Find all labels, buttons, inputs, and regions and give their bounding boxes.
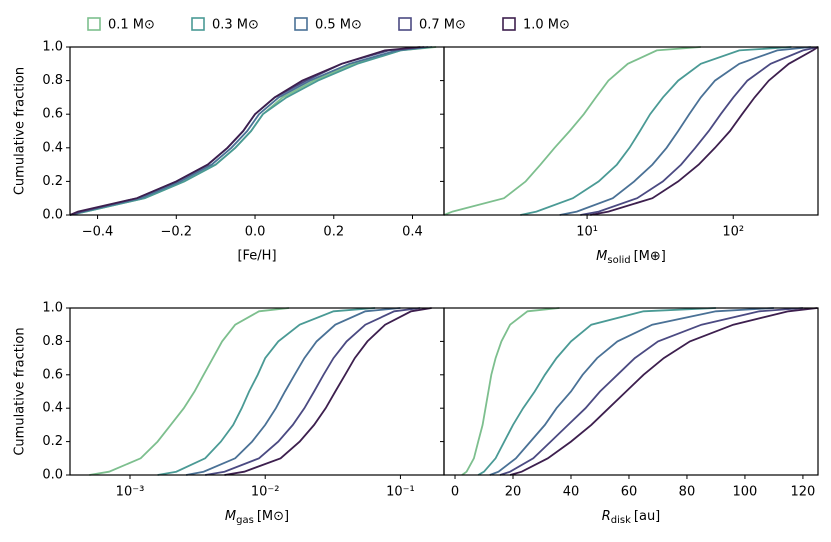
- label-symbol: R: [602, 509, 611, 524]
- label-subscript: gas: [236, 515, 254, 526]
- y-tick-label: 0.8: [42, 73, 63, 88]
- cdf-line: [69, 46, 429, 216]
- x-tick-label: 20: [505, 485, 522, 500]
- x-axis-label: [Fe/H]: [237, 249, 276, 264]
- cdf-line: [224, 307, 432, 476]
- cdf-line: [559, 46, 811, 216]
- cdf-line: [499, 307, 803, 476]
- x-tick-label: 10¹: [576, 225, 598, 240]
- y-axis-label: Cumulative fraction: [13, 67, 28, 195]
- cdf-line: [443, 46, 701, 216]
- axes-frame: [69, 46, 445, 216]
- y-tick-label: 0.4: [42, 401, 63, 416]
- y-tick-label: 0.2: [42, 174, 63, 189]
- legend-swatch: [398, 17, 412, 31]
- legend-label: 0.1 M⊙: [108, 18, 155, 33]
- y-tick-label: 0.6: [42, 367, 63, 382]
- cdf-line: [580, 46, 819, 216]
- label-symbol: M: [596, 249, 607, 264]
- legend-label: 0.5 M⊙: [315, 18, 362, 33]
- x-tick-label: 40: [563, 485, 580, 500]
- cdf-line: [477, 307, 716, 476]
- axes-frame: [443, 46, 819, 216]
- x-tick-label: 0.0: [245, 225, 266, 240]
- cdf-line: [520, 46, 792, 216]
- cdf-line: [489, 307, 774, 476]
- label-unit: [M⊙]: [257, 509, 289, 524]
- x-tick-label: −0.2: [161, 225, 193, 240]
- legend-swatch: [87, 17, 101, 31]
- x-axis-label: Rdisk [au]: [602, 509, 661, 527]
- cdf-line: [205, 307, 421, 476]
- y-tick-label: 0.0: [42, 208, 63, 223]
- x-tick-label: 10⁻²: [251, 485, 280, 500]
- legend-label: 1.0 M⊙: [523, 18, 570, 33]
- x-tick-label: 0: [451, 485, 459, 500]
- cdf-line: [69, 46, 421, 216]
- x-tick-label: −0.4: [82, 225, 114, 240]
- y-tick-label: 1.0: [42, 301, 63, 316]
- y-tick-label: 0.4: [42, 140, 63, 155]
- cdf-line: [69, 46, 433, 216]
- x-tick-label: 60: [621, 485, 638, 500]
- x-tick-label: 120: [791, 485, 816, 500]
- legend-swatch: [502, 17, 516, 31]
- x-tick-label: 0.4: [402, 225, 423, 240]
- label-unit: [au]: [634, 509, 660, 524]
- y-tick-label: 1.0: [42, 40, 63, 55]
- cdf-line: [69, 46, 437, 216]
- cdf-line: [461, 307, 560, 476]
- cdf-line: [185, 307, 401, 476]
- legend-swatch: [191, 17, 205, 31]
- x-tick-label: 10⁻³: [116, 485, 145, 500]
- label-subscript: solid: [607, 255, 630, 266]
- y-tick-label: 0.6: [42, 107, 63, 122]
- x-axis-label: Mgas [M⊙]: [225, 509, 289, 527]
- cdf-line: [157, 307, 376, 476]
- y-tick-label: 0.2: [42, 434, 63, 449]
- x-tick-label: 10⁻¹: [386, 485, 415, 500]
- x-tick-label: 100: [733, 485, 758, 500]
- axes-frame: [69, 307, 445, 476]
- legend-label: 0.7 M⊙: [419, 18, 466, 33]
- legend-label: 0.3 M⊙: [212, 18, 259, 33]
- y-tick-label: 0.8: [42, 334, 63, 349]
- x-tick-label: 10²: [722, 225, 744, 240]
- y-tick-label: 0.0: [42, 468, 63, 483]
- cdf-line: [89, 307, 290, 476]
- x-tick-label: 0.2: [323, 225, 344, 240]
- axes-frame: [443, 307, 819, 476]
- label-symbol: M: [225, 509, 236, 524]
- x-tick-label: 80: [679, 485, 696, 500]
- x-axis-label: Msolid [M⊕]: [596, 249, 666, 267]
- y-axis-label: Cumulative fraction: [13, 327, 28, 455]
- label-subscript: disk: [611, 515, 631, 526]
- label-unit: [M⊕]: [634, 249, 666, 264]
- legend-swatch: [294, 17, 308, 31]
- cdf-line: [509, 307, 818, 476]
- cdf-line: [590, 46, 819, 216]
